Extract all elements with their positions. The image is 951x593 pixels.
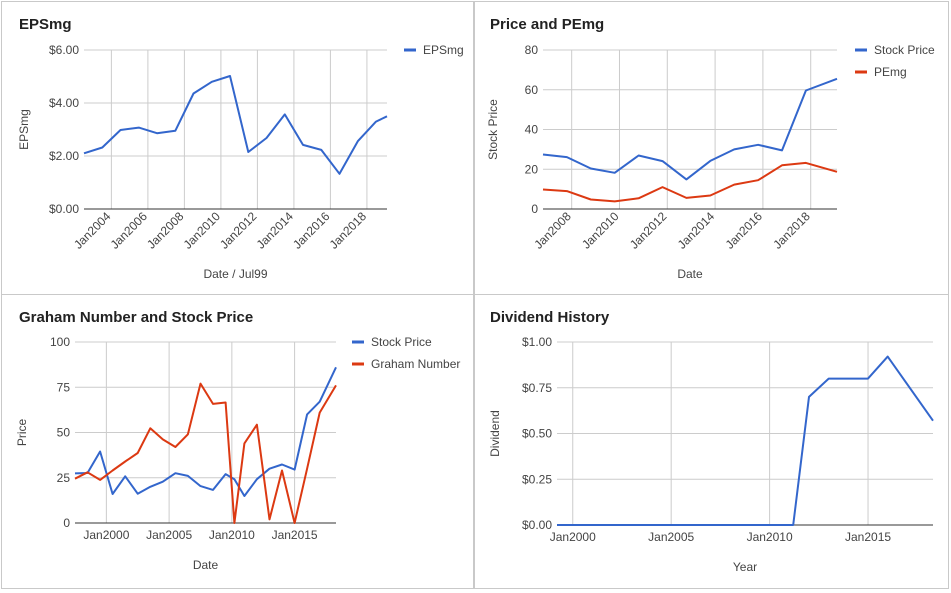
eps-x-axis-label: Date / Jul99 — [203, 267, 267, 281]
eps-x-tick-label: Jan2012 — [217, 209, 260, 252]
eps-chart-panel: EPSmg $0.00 $2.00 $4.00 $6.00 Jan2004 Jan2006… — [1, 1, 474, 295]
price-pe-chart-panel: Price and PEmg 0 20 40 60 80 Jan2008 Jan2010 Ja… — [474, 1, 949, 295]
graham-x-tick-label: Jan2000 — [83, 528, 129, 542]
eps-y-tick-label: $2.00 — [49, 149, 79, 163]
dividend-x-tick-label: Jan2005 — [648, 530, 694, 544]
dividend-y-tick-label: $0.50 — [522, 427, 552, 441]
dividend-y-tick-label: $1.00 — [522, 335, 552, 349]
graham-chart-title: Graham Number and Stock Price — [19, 309, 254, 326]
graham-y-tick-label: 100 — [50, 335, 70, 349]
pe-x-tick-label: Jan2014 — [675, 209, 718, 252]
eps-y-tick-label: $0.00 — [49, 202, 79, 216]
eps-x-tick-label: Jan2006 — [108, 209, 151, 252]
graham-legend-label: Stock Price — [371, 335, 432, 349]
graham-x-axis-label: Date — [193, 558, 219, 572]
graham-y-tick-label: 0 — [63, 516, 70, 530]
eps-chart-title: EPSmg — [19, 16, 72, 33]
eps-x-tick-label: Jan2018 — [327, 209, 370, 252]
pe-y-tick-label: 80 — [525, 43, 539, 57]
eps-y-axis-label: EPSmg — [17, 109, 31, 150]
pe-series-line-0 — [542, 77, 838, 181]
eps-y-tick-label: $4.00 — [49, 96, 79, 110]
pe-y-tick-label: 20 — [525, 162, 539, 176]
graham-chart: 0 25 50 75 100 Jan2000 Jan2005 Jan2010 Jan2015 Da… — [15, 335, 460, 572]
pe-legend-label: PEmg — [874, 65, 907, 79]
pe-x-tick-label: Jan2016 — [723, 209, 766, 252]
dividend-chart: $0.00 $0.25 $0.50 $0.75 $1.00 Jan2000 Jan2005 J… — [488, 335, 934, 574]
eps-x-tick-label: Jan2008 — [144, 209, 187, 252]
dividend-chart-title: Dividend History — [490, 309, 610, 326]
graham-y-tick-label: 25 — [57, 471, 71, 485]
eps-x-tick-label: Jan2014 — [254, 209, 297, 252]
graham-x-tick-label: Jan2015 — [272, 528, 318, 542]
dividend-chart-panel: Dividend History $0.00 $0.25 $0.50 $0.75 $1.… — [474, 294, 949, 589]
dividend-x-axis-label: Year — [733, 560, 757, 574]
pe-y-tick-label: 60 — [525, 83, 539, 97]
pe-x-tick-label: Jan2018 — [770, 209, 813, 252]
dividend-y-tick-label: $0.75 — [522, 381, 552, 395]
pe-y-tick-label: 40 — [525, 123, 539, 137]
pe-x-axis-label: Date — [677, 267, 703, 281]
dividend-x-tick-label: Jan2010 — [747, 530, 793, 544]
pe-x-tick-label: Jan2010 — [579, 209, 622, 252]
dividend-x-tick-label: Jan2015 — [845, 530, 891, 544]
graham-x-tick-label: Jan2005 — [146, 528, 192, 542]
pe-x-tick-label: Jan2012 — [627, 209, 670, 252]
dividend-y-tick-label: $0.00 — [522, 518, 552, 532]
dividend-x-tick-label: Jan2000 — [550, 530, 596, 544]
graham-y-axis-label: Price — [15, 419, 29, 447]
eps-x-tick-label: Jan2016 — [290, 209, 333, 252]
eps-legend-label: EPSmg — [423, 43, 464, 57]
graham-y-tick-label: 50 — [57, 426, 71, 440]
graham-series-line-1 — [74, 382, 337, 524]
dividend-series-line-0 — [557, 355, 934, 526]
eps-chart: $0.00$2.00$4.00$6.00Jan2004Jan2006Jan200… — [17, 43, 464, 281]
graham-series-line-0 — [74, 366, 337, 497]
pe-legend-label: Stock Price — [874, 43, 935, 57]
graham-x-tick-label: Jan2010 — [209, 528, 255, 542]
dividend-y-axis-label: Dividend — [488, 410, 502, 457]
graham-legend-label: Graham Number — [371, 357, 460, 371]
eps-x-tick-label: Jan2010 — [181, 209, 224, 252]
eps-y-tick-label: $6.00 — [49, 43, 79, 57]
price-pe-chart-title: Price and PEmg — [490, 16, 605, 33]
eps-series-line-0 — [83, 75, 388, 175]
dividend-y-tick-label: $0.25 — [522, 472, 552, 486]
graham-chart-panel: Graham Number and Stock Price 0 25 50 75 100… — [1, 294, 474, 589]
pe-series-line-1 — [542, 161, 838, 203]
graham-y-tick-label: 75 — [57, 380, 71, 394]
pe-y-tick-label: 0 — [531, 202, 538, 216]
pe-y-axis-label: Stock Price — [486, 99, 500, 160]
